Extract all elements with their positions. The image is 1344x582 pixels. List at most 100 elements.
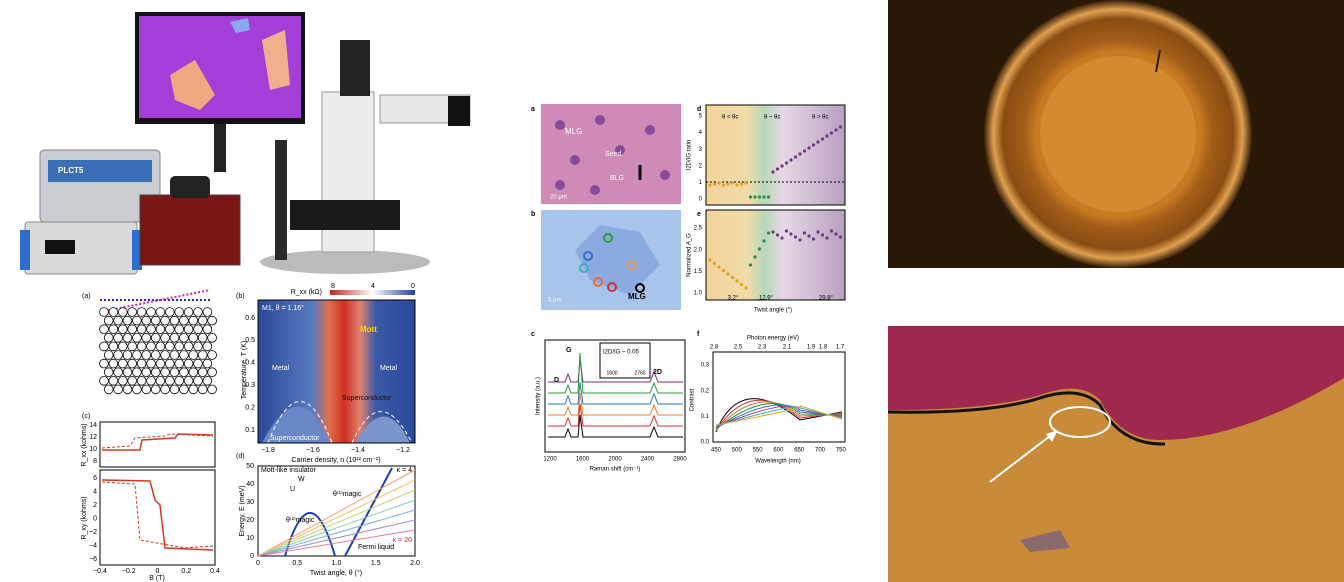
lattice-disk	[169, 367, 180, 378]
tick-label: 2.0	[410, 560, 420, 567]
lattice-disk	[188, 350, 199, 360]
lattice-disk	[179, 384, 189, 395]
lattice-disk	[108, 324, 119, 335]
lattice-disk	[188, 315, 199, 326]
lattice-disk	[99, 358, 109, 369]
ratio-point	[820, 137, 825, 141]
area-point	[834, 232, 838, 236]
flake-spot	[615, 145, 625, 155]
shape	[262, 30, 290, 90]
ratio-point	[775, 167, 780, 171]
area-point	[793, 235, 798, 239]
label: Mott	[360, 325, 377, 334]
area-point	[780, 236, 784, 240]
ratio-point	[712, 182, 717, 186]
label: R_xx (kΩ)	[291, 289, 322, 296]
tick-label: 700	[815, 448, 826, 454]
area-point	[825, 236, 829, 240]
tick-label: 2.1	[783, 345, 792, 351]
ratio-point	[744, 181, 748, 185]
area-point	[708, 258, 712, 262]
tick-label: 0.0	[701, 440, 710, 446]
tick-label: 0.6	[245, 315, 255, 322]
label: 2D	[653, 369, 662, 376]
tick-label: 1.8	[819, 345, 828, 351]
tick-label: 0.2	[181, 568, 191, 575]
energy-line	[257, 509, 416, 557]
area-point	[753, 255, 757, 259]
raman-spot	[583, 251, 593, 261]
label: Normalized A_G	[687, 233, 693, 277]
lattice-disk	[169, 350, 180, 360]
lattice-disk	[165, 307, 175, 317]
lattice-disk	[165, 324, 175, 335]
area-point	[807, 234, 811, 238]
lattice-sketch	[99, 289, 217, 395]
tick-label: 0	[699, 197, 703, 203]
shape	[705, 209, 846, 301]
area-point	[829, 229, 834, 233]
ratio-point	[717, 181, 721, 185]
contrast-curve	[715, 398, 843, 433]
lattice-disk	[150, 367, 161, 378]
lattice-disk	[193, 307, 203, 317]
flake-spot	[660, 170, 670, 180]
label: Seed	[605, 151, 621, 158]
lattice-disk	[202, 341, 213, 352]
tick-label: 14	[89, 422, 97, 429]
label: Carrier density, n (10¹² cm⁻²)	[291, 457, 380, 464]
tick-label: 1	[699, 180, 703, 186]
ratio-point	[811, 143, 816, 147]
flake-spot	[555, 180, 565, 190]
ratio-point	[753, 195, 757, 199]
lattice-disk	[165, 375, 175, 386]
label: Metal	[380, 365, 398, 372]
lattice-disk	[179, 350, 189, 360]
lattice-disk	[188, 384, 199, 395]
energy-line	[257, 489, 416, 557]
shape	[344, 467, 393, 557]
ratio-point	[735, 183, 739, 187]
label: c	[531, 331, 535, 338]
tick-label: 2.5	[734, 345, 743, 351]
lattice-disk	[132, 384, 142, 395]
lattice-disk	[127, 375, 137, 386]
lattice-disk	[108, 341, 119, 352]
lattice-disk	[146, 307, 156, 317]
tick-label: 12	[89, 434, 97, 441]
lattice-disk	[207, 367, 217, 378]
tick-label: 550	[753, 448, 764, 454]
area-point	[820, 233, 825, 237]
lattice-disk	[193, 358, 203, 369]
shape	[24, 221, 138, 275]
label: 20 μm	[550, 195, 567, 201]
area-point	[712, 261, 717, 266]
lattice-disk	[103, 367, 114, 378]
tick-label: 8	[93, 458, 97, 465]
area-point	[802, 231, 807, 235]
tick-label: 10	[246, 535, 254, 542]
label: PLCT5	[58, 166, 84, 175]
lattice-disk	[169, 315, 180, 326]
area-point	[757, 247, 762, 251]
ratio-point	[757, 195, 762, 199]
shape	[230, 18, 250, 33]
lattice-disk	[174, 358, 185, 369]
tick-label: 1200	[543, 457, 557, 463]
label: b	[531, 211, 535, 218]
tick-label: −0.2	[122, 568, 136, 575]
middle-figure	[541, 104, 846, 453]
ratio-point	[834, 128, 838, 132]
lattice-disk	[118, 307, 128, 317]
label: Superconductor	[270, 435, 320, 442]
tick-label: 2.0	[694, 247, 703, 253]
tick-label: 0	[156, 568, 160, 575]
lattice-disk	[150, 384, 161, 395]
lattice-disk	[132, 332, 142, 343]
label: I2D/IG ratio	[687, 139, 693, 170]
lattice-disk	[103, 315, 114, 326]
shape	[132, 230, 142, 270]
ratio-point	[838, 125, 843, 129]
shape	[48, 160, 152, 182]
